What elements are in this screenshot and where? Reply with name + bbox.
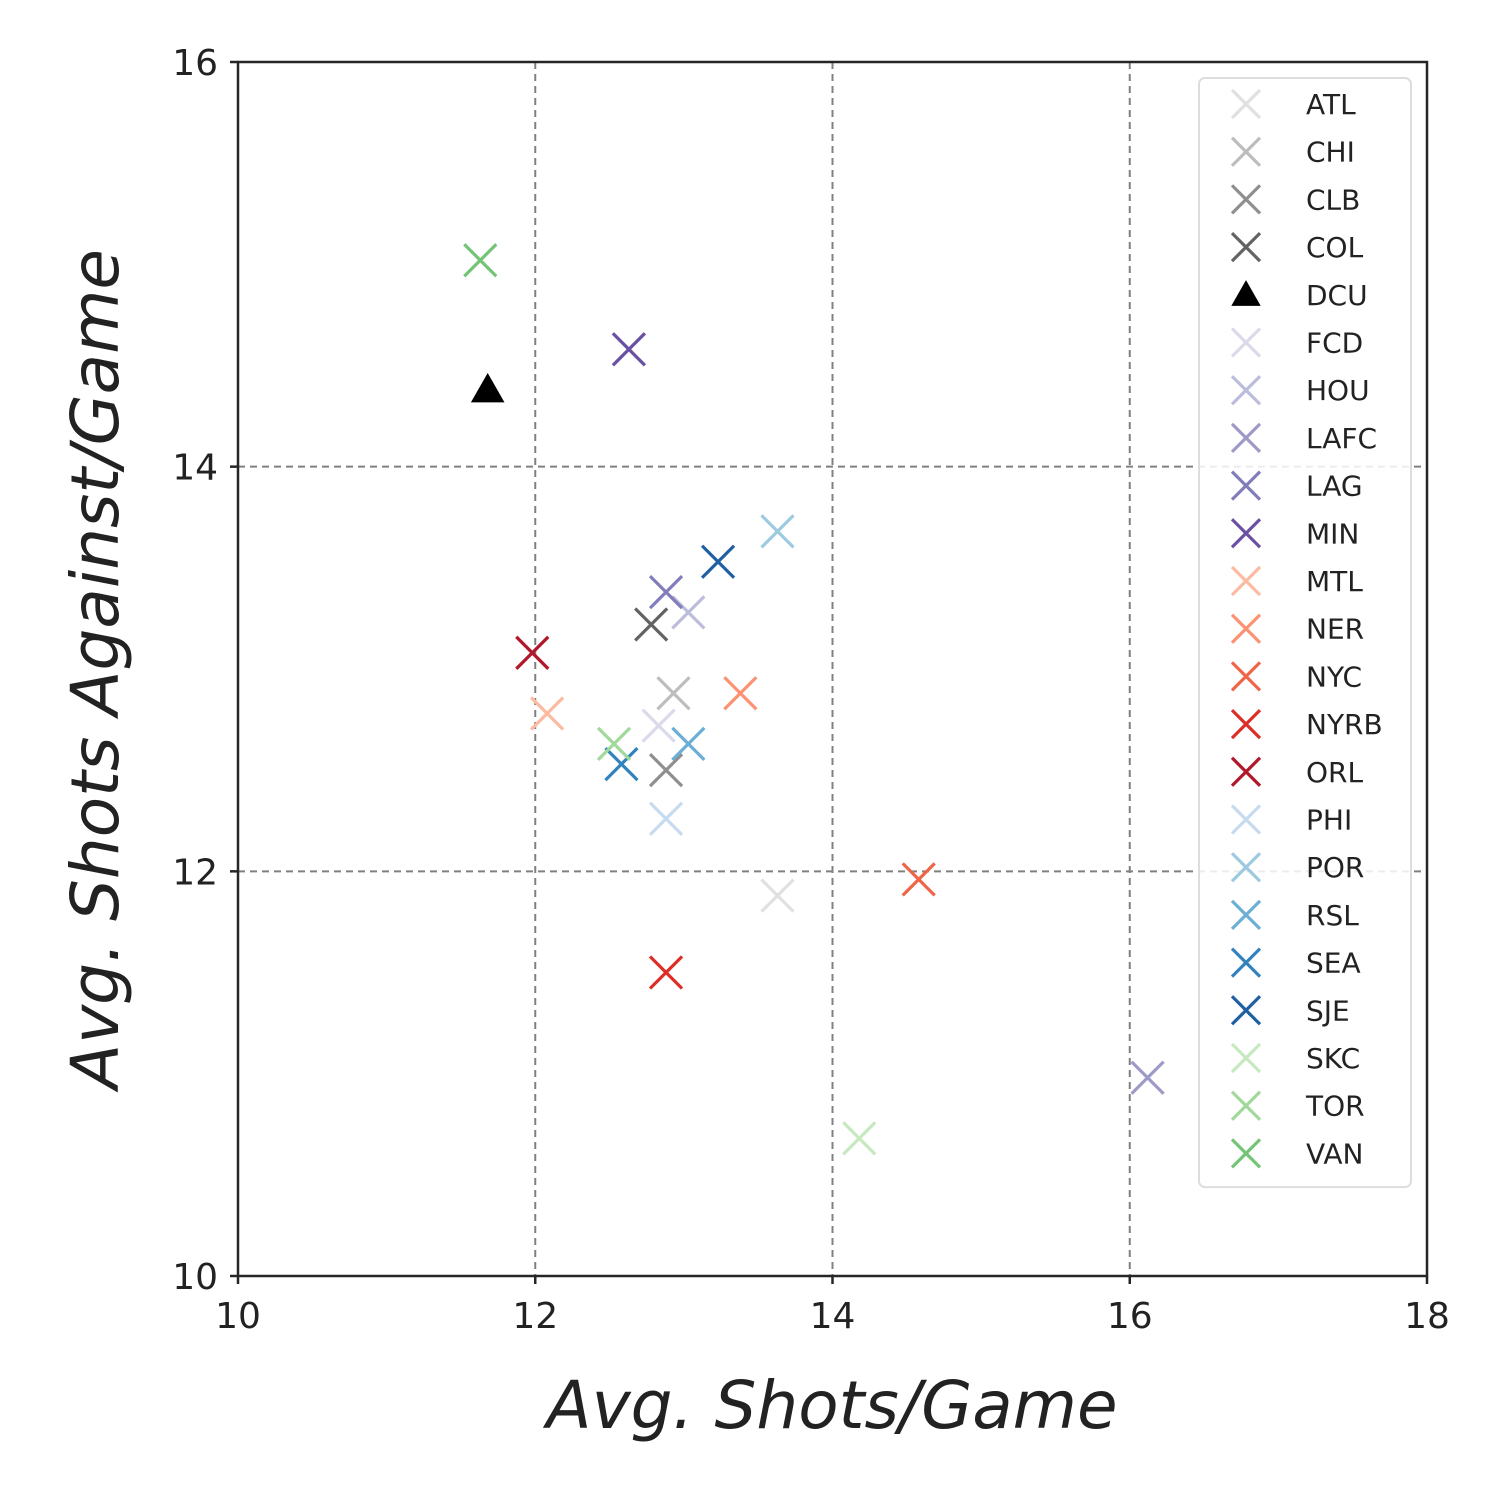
x-tick-label: 16 bbox=[1107, 1296, 1153, 1337]
legend-label-sea: SEA bbox=[1306, 947, 1361, 980]
y-tick-label: 10 bbox=[172, 1257, 218, 1298]
legend-label-por: POR bbox=[1306, 851, 1364, 884]
legend-marker-ner bbox=[1230, 613, 1262, 644]
data-points bbox=[463, 243, 1165, 1156]
data-point-orl bbox=[515, 635, 550, 670]
data-point-nyrb bbox=[648, 955, 684, 990]
x-tick-label: 14 bbox=[810, 1296, 856, 1337]
legend-marker-nyrb bbox=[1230, 708, 1262, 740]
data-point-sea bbox=[604, 746, 639, 782]
legend-label-dcu: DCU bbox=[1306, 279, 1368, 312]
data-point-clb bbox=[648, 753, 684, 788]
legend-label-rsl: RSL bbox=[1306, 899, 1359, 932]
legend-marker-clb bbox=[1230, 184, 1262, 215]
x-tick-label: 12 bbox=[512, 1296, 558, 1337]
data-point-van bbox=[463, 243, 498, 278]
legend-label-orl: ORL bbox=[1306, 756, 1363, 789]
legend-label-tor: TOR bbox=[1305, 1090, 1365, 1123]
legend-marker-dcu bbox=[1231, 280, 1261, 306]
data-point-fcd bbox=[641, 708, 676, 743]
legend-label-lafc: LAFC bbox=[1306, 422, 1377, 455]
legend-label-nyrb: NYRB bbox=[1306, 708, 1383, 741]
y-axis-title: Avg. Shots Against/Game bbox=[57, 249, 134, 1093]
data-point-por bbox=[760, 514, 795, 549]
legend: ATL CHI CLB COL DCU FCD HOU LAFC LAG MIN MTL NER NYC… bbox=[1198, 77, 1412, 1189]
legend-label-nyc: NYC bbox=[1306, 660, 1362, 693]
legend-label-skc: SKC bbox=[1306, 1042, 1360, 1075]
data-point-lag bbox=[648, 574, 684, 610]
legend-label-min: MIN bbox=[1306, 517, 1359, 550]
data-point-ner bbox=[723, 676, 758, 711]
legend-marker-por bbox=[1230, 852, 1262, 883]
legend-label-chi: CHI bbox=[1306, 136, 1355, 169]
y-tick-label: 16 bbox=[172, 43, 218, 84]
legend-label-atl: ATL bbox=[1306, 88, 1356, 121]
data-point-rsl bbox=[671, 726, 706, 761]
legend-marker-fcd bbox=[1230, 327, 1262, 358]
data-point-mtl bbox=[530, 696, 565, 731]
legend-marker-lafc bbox=[1230, 422, 1262, 454]
legend-label-col: COL bbox=[1306, 231, 1364, 264]
data-point-sje bbox=[700, 544, 736, 579]
legend-marker-col bbox=[1230, 231, 1262, 263]
data-point-atl bbox=[760, 878, 795, 913]
legend-marker-tor bbox=[1230, 1090, 1262, 1121]
legend-marker-lag bbox=[1230, 470, 1262, 501]
legend-label-hou: HOU bbox=[1306, 374, 1370, 407]
data-point-skc bbox=[842, 1121, 877, 1156]
legend-marker-skc bbox=[1230, 1042, 1262, 1074]
axis-ticks: 10 12 14 16 18 10 12 14 16 bbox=[172, 43, 1450, 1337]
legend-label-ner: NER bbox=[1306, 613, 1364, 646]
x-tick-label: 18 bbox=[1404, 1296, 1450, 1337]
data-point-tor bbox=[596, 726, 632, 761]
x-axis-title: Avg. Shots/Game bbox=[542, 1367, 1117, 1444]
legend-marker-sea bbox=[1230, 947, 1262, 978]
legend-marker-atl bbox=[1230, 88, 1262, 120]
legend-label-phi: PHI bbox=[1306, 804, 1352, 837]
legend-label-fcd: FCD bbox=[1306, 327, 1363, 360]
data-point-dcu bbox=[470, 372, 505, 403]
data-point-min bbox=[611, 332, 647, 367]
legend-label-lag: LAG bbox=[1306, 470, 1363, 503]
data-point-chi bbox=[656, 676, 691, 711]
legend-marker-phi bbox=[1230, 804, 1262, 835]
legend-marker-nyc bbox=[1230, 661, 1262, 692]
legend-label-clb: CLB bbox=[1306, 183, 1360, 216]
legend-label-sje: SJE bbox=[1306, 994, 1350, 1027]
legend-marker-orl bbox=[1230, 756, 1262, 787]
legend-label-van: VAN bbox=[1306, 1137, 1363, 1170]
legend-label-mtl: MTL bbox=[1306, 565, 1363, 598]
data-point-lafc bbox=[1130, 1060, 1165, 1095]
legend-marker-rsl bbox=[1230, 899, 1262, 931]
legend-marker-sje bbox=[1230, 995, 1262, 1026]
legend-box bbox=[1198, 77, 1412, 1189]
y-tick-label: 14 bbox=[172, 448, 218, 489]
data-point-phi bbox=[648, 801, 684, 836]
legend-marker-chi bbox=[1230, 136, 1262, 167]
legend-marker-hou bbox=[1230, 375, 1262, 406]
legend-marker-van bbox=[1230, 1138, 1262, 1169]
data-point-nyc bbox=[901, 862, 936, 897]
legend-marker-min bbox=[1230, 518, 1262, 549]
legend-marker-mtl bbox=[1230, 565, 1262, 597]
x-tick-label: 10 bbox=[215, 1296, 261, 1337]
data-point-col bbox=[634, 607, 669, 642]
y-tick-label: 12 bbox=[172, 852, 218, 893]
